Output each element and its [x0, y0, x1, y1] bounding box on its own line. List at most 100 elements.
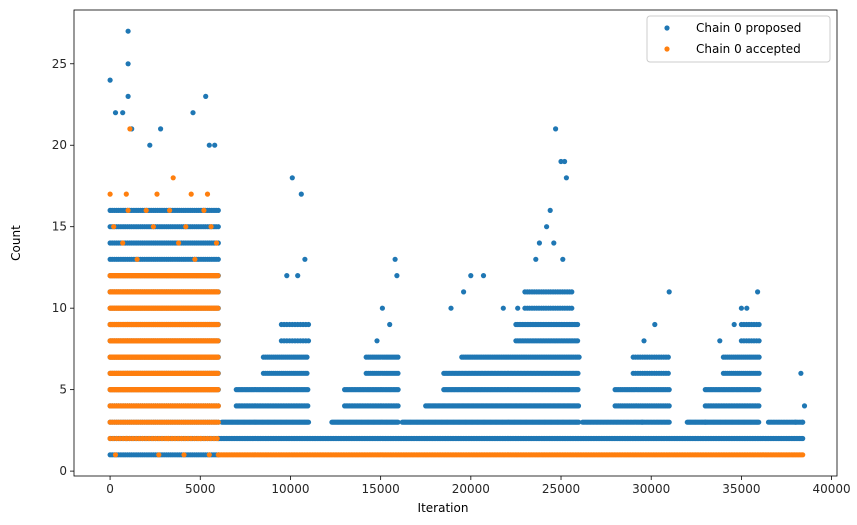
- data-point: [203, 93, 209, 99]
- data-point: [107, 77, 113, 83]
- data-point: [215, 305, 221, 311]
- data-point: [666, 289, 672, 295]
- data-point: [562, 158, 568, 165]
- data-point: [150, 224, 156, 230]
- y-tick-label: 10: [52, 301, 67, 315]
- data-point: [563, 175, 570, 181]
- data-point: [183, 224, 189, 230]
- data-point: [215, 354, 221, 360]
- data-point: [702, 419, 708, 425]
- data-point: [167, 207, 173, 213]
- data-point: [533, 256, 539, 262]
- data-point: [213, 240, 220, 246]
- series-1: [107, 126, 806, 458]
- data-point: [448, 305, 454, 311]
- data-point: [120, 240, 126, 246]
- data-point: [215, 256, 221, 262]
- x-tick-label: 25000: [542, 482, 580, 496]
- data-point: [756, 321, 762, 328]
- data-point: [188, 191, 194, 197]
- x-tick-label: 20000: [452, 482, 490, 496]
- data-point: [305, 419, 312, 425]
- data-point: [576, 419, 582, 425]
- data-point: [639, 419, 645, 425]
- data-point: [125, 61, 131, 67]
- data-point: [111, 224, 117, 230]
- legend-box: [646, 15, 831, 63]
- data-point: [800, 435, 806, 442]
- data-point: [515, 305, 521, 311]
- data-point: [575, 370, 581, 376]
- x-tick-label: 35000: [722, 482, 760, 496]
- data-point: [392, 256, 398, 262]
- data-point: [374, 338, 380, 344]
- data-point: [284, 273, 290, 279]
- data-point: [206, 142, 212, 148]
- data-point: [801, 403, 808, 409]
- data-point: [170, 175, 176, 181]
- data-point: [112, 452, 119, 458]
- legend-marker-proposed: [664, 25, 670, 31]
- y-axis-label: Count: [9, 225, 23, 261]
- data-point: [395, 403, 401, 409]
- data-point: [156, 452, 162, 458]
- data-point: [575, 321, 581, 328]
- points-layer: [107, 28, 808, 458]
- data-point: [176, 240, 182, 246]
- legend-marker-accepted: [664, 46, 670, 52]
- data-point: [123, 435, 129, 442]
- data-point: [206, 452, 212, 458]
- data-point: [395, 354, 401, 360]
- data-point: [289, 175, 295, 181]
- data-point: [212, 142, 218, 148]
- data-point: [468, 273, 474, 279]
- data-point: [395, 387, 401, 393]
- data-point: [553, 126, 559, 132]
- data-point: [181, 452, 187, 458]
- data-point: [500, 305, 506, 311]
- data-point: [302, 256, 308, 262]
- data-point: [717, 338, 723, 344]
- data-point: [214, 435, 220, 442]
- data-point: [666, 403, 672, 409]
- data-point: [641, 338, 647, 344]
- data-point: [666, 387, 672, 393]
- data-point: [215, 403, 221, 409]
- data-point: [744, 305, 750, 311]
- legend-label-proposed: Chain 0 proposed: [696, 21, 801, 35]
- data-point: [215, 273, 221, 279]
- data-point: [569, 289, 575, 295]
- data-point: [120, 110, 126, 116]
- y-tick-label: 0: [59, 464, 67, 478]
- data-point: [215, 321, 221, 328]
- legend: Chain 0 proposed Chain 0 accepted: [646, 15, 831, 63]
- y-tick-label: 20: [52, 138, 67, 152]
- x-tick-label: 10000: [271, 482, 309, 496]
- data-point: [143, 207, 149, 213]
- data-point: [666, 419, 672, 425]
- data-point: [305, 321, 312, 328]
- data-point: [215, 370, 221, 376]
- data-point: [134, 256, 140, 262]
- data-point: [395, 419, 401, 425]
- data-point: [575, 338, 581, 344]
- data-point: [197, 435, 203, 442]
- data-point: [125, 207, 131, 213]
- data-point: [305, 387, 311, 393]
- data-point: [215, 387, 221, 393]
- data-point: [208, 224, 214, 230]
- data-point: [112, 110, 119, 116]
- x-tick-label: 5000: [185, 482, 216, 496]
- data-point: [387, 321, 393, 328]
- data-point: [298, 191, 304, 197]
- data-point: [215, 338, 221, 344]
- data-point: [215, 207, 221, 213]
- x-tick-label: 40000: [812, 482, 850, 496]
- data-point: [755, 289, 761, 295]
- data-point: [756, 338, 762, 344]
- data-point: [800, 452, 806, 458]
- y-tick-label: 15: [52, 220, 67, 234]
- data-point: [379, 305, 385, 311]
- data-point: [798, 370, 804, 376]
